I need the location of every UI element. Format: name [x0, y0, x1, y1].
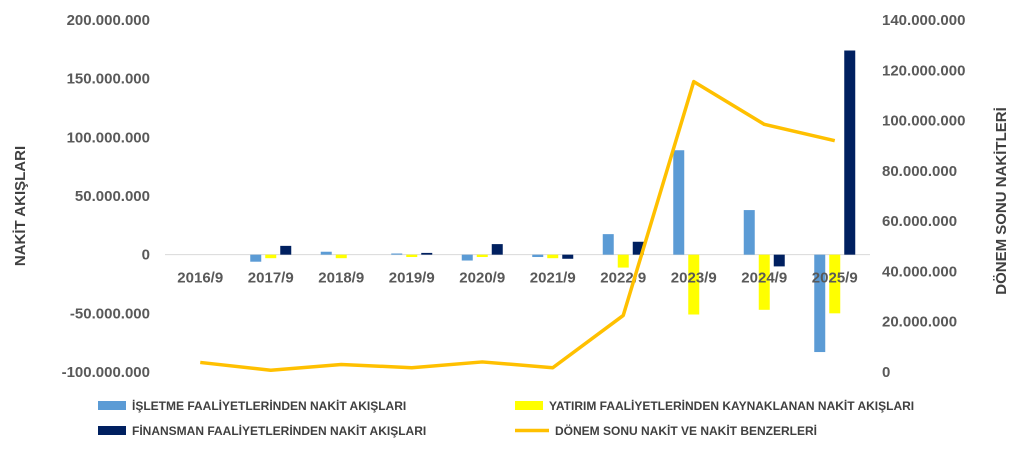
y-tick-label-5: -50.000.000 [70, 305, 150, 322]
legend-swatch-3 [98, 426, 126, 435]
bar-series2-2017-9 [265, 254, 277, 259]
x-tick-label-0: 2016/9 [177, 270, 223, 287]
legend-label-2: YATIRIM FAALİYETLERİNDEN KAYNAKLANAN NAK… [549, 398, 914, 413]
legend-label-3: FİNANSMAN FAALİYETLERİNDEN NAKİT AKIŞLAR… [132, 423, 426, 438]
y-tick-label-4: 0 [142, 247, 150, 264]
y-tick-label-6: -100.000.000 [62, 364, 150, 381]
y2-tick-label-0: 140.000.000 [882, 12, 965, 29]
x-tick-label-6: 2022/9 [600, 270, 646, 287]
y-tick-label-3: 50.000.000 [75, 188, 150, 205]
bar-series2-2018-9 [335, 254, 347, 259]
x-tick-label-3: 2019/9 [389, 270, 435, 287]
x-tick-label-9: 2025/9 [812, 270, 858, 287]
y-tick-label-1: 150.000.000 [67, 71, 150, 88]
x-tick-label-4: 2020/9 [459, 270, 505, 287]
bar-series3-2017-9 [280, 245, 292, 255]
bar-series1-2017-9 [250, 254, 262, 262]
y2-tick-label-4: 60.000.000 [882, 213, 957, 230]
bar-series1-2025-9 [814, 254, 826, 353]
legend-label-1: İŞLETME FAALİYETLERİNDEN NAKİT AKIŞLARI [132, 398, 406, 413]
bar-series3-2020-9 [491, 244, 503, 255]
bar-series2-2024-9 [758, 254, 770, 310]
bar-series3-2021-9 [562, 254, 574, 259]
y2-tick-label-1: 120.000.000 [882, 62, 965, 79]
bar-series1-2022-9 [602, 234, 614, 255]
y-tick-label-0: 200.000.000 [67, 12, 150, 29]
x-tick-label-5: 2021/9 [530, 270, 576, 287]
bar-series3-2024-9 [773, 254, 785, 267]
bar-series3-2025-9 [844, 50, 856, 255]
y-axis-title: NAKİT AKIŞLARI [12, 146, 29, 266]
y2-tick-label-7: 0 [882, 364, 890, 381]
bar-series2-2019-9 [406, 254, 418, 258]
y2-tick-label-6: 20.000.000 [882, 314, 957, 331]
bar-series1-2023-9 [673, 150, 685, 255]
x-tick-label-2: 2018/9 [318, 270, 364, 287]
y2-axis-title: DÖNEM SONU NAKİTLERİ [993, 107, 1010, 295]
x-tick-label-8: 2024/9 [741, 270, 787, 287]
bar-series3-2019-9 [421, 252, 433, 255]
x-tick-label-1: 2017/9 [248, 270, 294, 287]
bar-series2-2025-9 [829, 254, 841, 314]
bar-series1-2018-9 [320, 251, 332, 255]
bar-series2-2023-9 [688, 254, 700, 315]
bar-series1-2021-9 [532, 254, 544, 258]
x-tick-label-7: 2023/9 [671, 270, 717, 287]
legend-swatch-2 [515, 401, 543, 410]
bar-series2-2020-9 [476, 254, 488, 258]
bar-series1-2019-9 [391, 253, 403, 255]
y-tick-label-2: 100.000.000 [67, 129, 150, 146]
bar-series2-2021-9 [547, 254, 559, 259]
y2-tick-label-5: 40.000.000 [882, 263, 957, 280]
line-series-donem-sonu [200, 79, 836, 372]
bar-series3-2022-9 [632, 241, 644, 255]
legend-swatch-1 [98, 401, 126, 410]
bar-series1-2024-9 [743, 210, 755, 255]
y2-tick-label-2: 100.000.000 [882, 113, 965, 130]
y2-tick-label-3: 80.000.000 [882, 163, 957, 180]
bar-series2-2022-9 [617, 254, 629, 268]
bar-series1-2020-9 [461, 254, 473, 261]
legend-label-4: DÖNEM SONU NAKİT VE NAKİT BENZERLERİ [555, 423, 817, 438]
